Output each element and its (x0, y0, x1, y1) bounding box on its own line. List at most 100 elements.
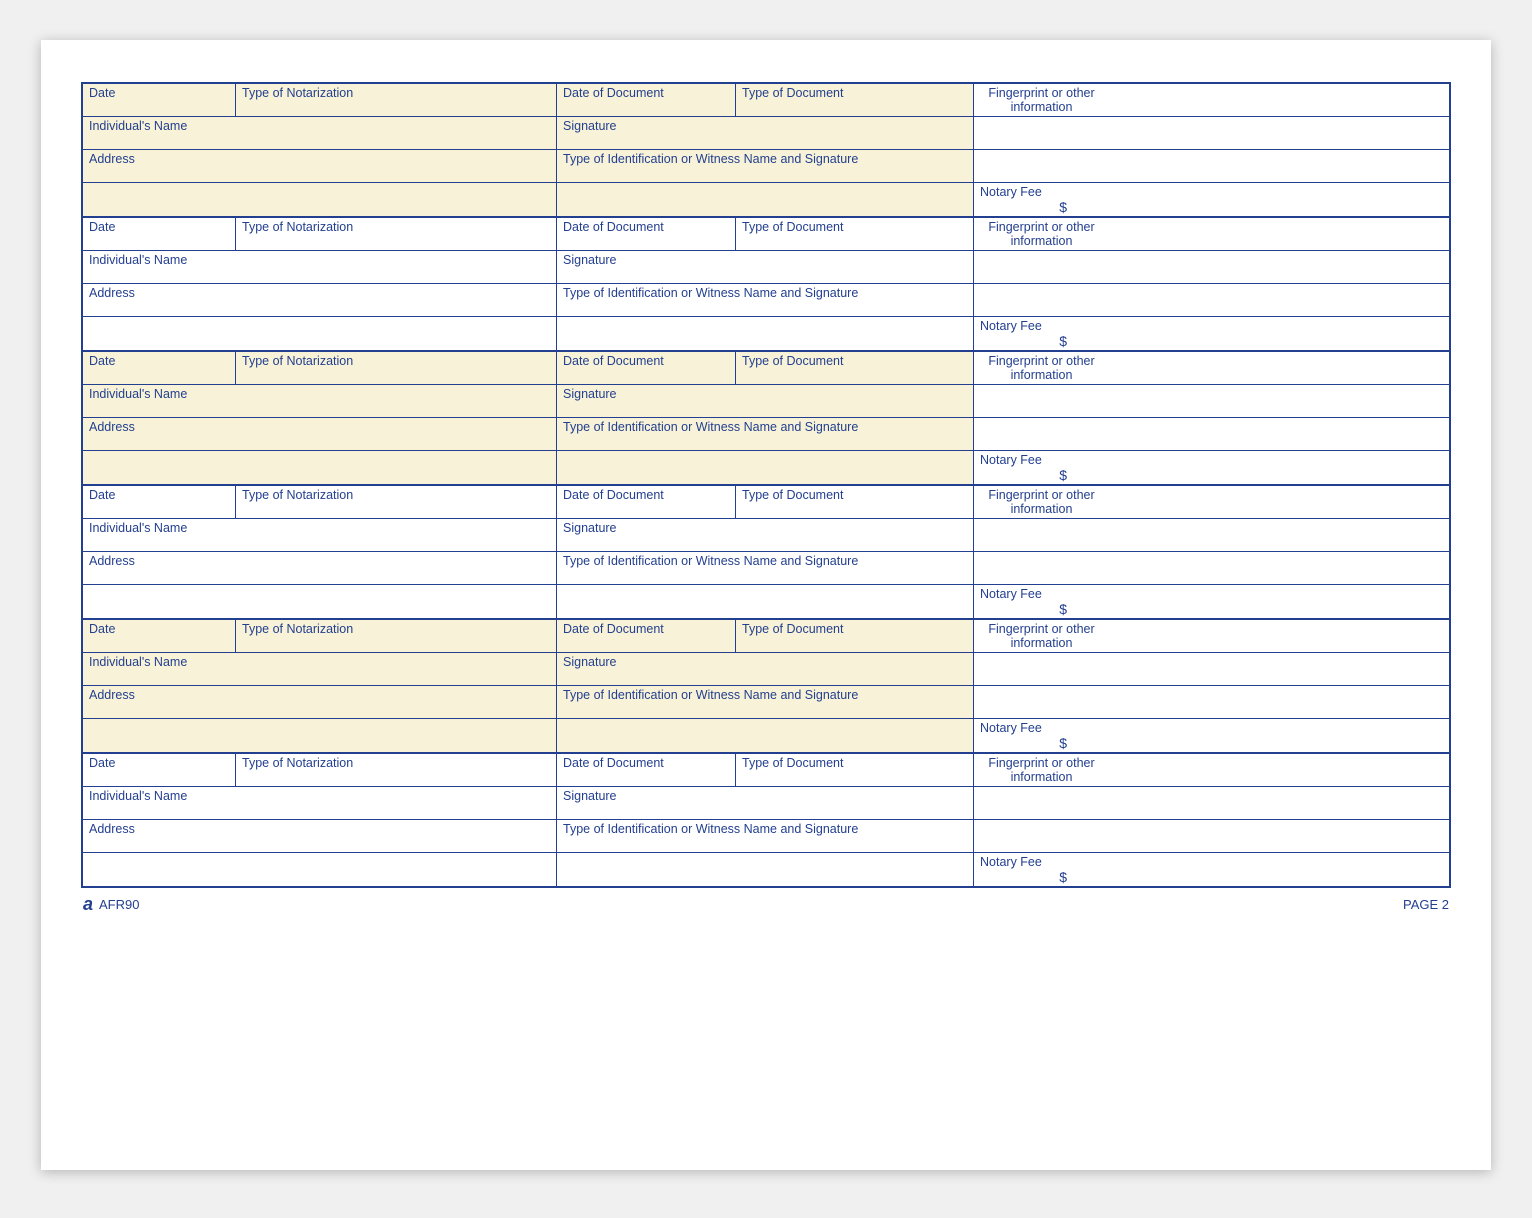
field-identification[interactable]: Type of Identification or Witness Name a… (557, 284, 974, 316)
field-notary-fee[interactable]: Notary Fee $ (974, 183, 1109, 216)
field-identification[interactable]: Type of Identification or Witness Name a… (557, 552, 974, 584)
field-blank-mid[interactable] (557, 719, 974, 752)
field-fingerprint-area-2[interactable] (974, 686, 1109, 718)
field-address[interactable]: Address (83, 418, 557, 450)
dollar-sign-icon: $ (1059, 333, 1067, 349)
field-fingerprint-area-2[interactable] (974, 284, 1109, 316)
brand-logo: a (83, 894, 93, 915)
field-individuals-name[interactable]: Individual's Name (83, 251, 557, 283)
field-fingerprint-area[interactable] (974, 653, 1109, 685)
field-notary-fee[interactable]: Notary Fee $ (974, 719, 1109, 752)
field-date[interactable]: Date (83, 486, 236, 518)
field-signature[interactable]: Signature (557, 251, 974, 283)
field-fingerprint-header: Fingerprint or other information (974, 486, 1109, 518)
form-code: AFR90 (99, 897, 139, 912)
field-type-of-document[interactable]: Type of Document (736, 84, 974, 116)
dollar-sign-icon: $ (1059, 869, 1067, 885)
field-blank-mid[interactable] (557, 317, 974, 350)
field-individuals-name[interactable]: Individual's Name (83, 385, 557, 417)
field-fingerprint-area[interactable] (974, 385, 1109, 417)
field-date-of-document[interactable]: Date of Document (557, 754, 736, 786)
field-blank-mid[interactable] (557, 183, 974, 216)
field-type-of-notarization[interactable]: Type of Notarization (236, 352, 557, 384)
field-address[interactable]: Address (83, 820, 557, 852)
field-date-of-document[interactable]: Date of Document (557, 620, 736, 652)
field-identification[interactable]: Type of Identification or Witness Name a… (557, 418, 974, 450)
field-type-of-document[interactable]: Type of Document (736, 352, 974, 384)
field-individuals-name[interactable]: Individual's Name (83, 653, 557, 685)
field-address[interactable]: Address (83, 284, 557, 316)
field-identification[interactable]: Type of Identification or Witness Name a… (557, 686, 974, 718)
field-signature[interactable]: Signature (557, 787, 974, 819)
notary-record: Date Type of Notarization Date of Docume… (81, 82, 1451, 216)
field-signature[interactable]: Signature (557, 117, 974, 149)
field-blank-mid[interactable] (557, 585, 974, 618)
field-signature[interactable]: Signature (557, 519, 974, 551)
field-blank-left[interactable] (83, 585, 557, 618)
field-address[interactable]: Address (83, 150, 557, 182)
field-type-of-document[interactable]: Type of Document (736, 754, 974, 786)
dollar-sign-icon: $ (1059, 467, 1067, 483)
field-individuals-name[interactable]: Individual's Name (83, 787, 557, 819)
notary-record: Date Type of Notarization Date of Docume… (81, 484, 1451, 618)
dollar-sign-icon: $ (1059, 735, 1067, 751)
field-type-of-notarization[interactable]: Type of Notarization (236, 486, 557, 518)
field-fingerprint-area[interactable] (974, 117, 1109, 149)
field-fingerprint-area-2[interactable] (974, 150, 1109, 182)
page-number: PAGE 2 (1403, 897, 1449, 912)
field-date-of-document[interactable]: Date of Document (557, 84, 736, 116)
field-date[interactable]: Date (83, 352, 236, 384)
notary-record: Date Type of Notarization Date of Docume… (81, 350, 1451, 484)
field-blank-left[interactable] (83, 853, 557, 886)
field-date-of-document[interactable]: Date of Document (557, 218, 736, 250)
field-date[interactable]: Date (83, 84, 236, 116)
field-fingerprint-area-2[interactable] (974, 552, 1109, 584)
dollar-sign-icon: $ (1059, 601, 1067, 617)
field-individuals-name[interactable]: Individual's Name (83, 519, 557, 551)
field-blank-left[interactable] (83, 451, 557, 484)
field-date-of-document[interactable]: Date of Document (557, 486, 736, 518)
field-identification[interactable]: Type of Identification or Witness Name a… (557, 820, 974, 852)
field-date[interactable]: Date (83, 218, 236, 250)
field-blank-left[interactable] (83, 183, 557, 216)
field-fingerprint-area-2[interactable] (974, 418, 1109, 450)
field-date[interactable]: Date (83, 754, 236, 786)
field-signature[interactable]: Signature (557, 385, 974, 417)
field-fingerprint-area[interactable] (974, 787, 1109, 819)
field-fingerprint-header: Fingerprint or other information (974, 84, 1109, 116)
field-fingerprint-area[interactable] (974, 519, 1109, 551)
field-date-of-document[interactable]: Date of Document (557, 352, 736, 384)
field-notary-fee[interactable]: Notary Fee $ (974, 585, 1109, 618)
records-container: Date Type of Notarization Date of Docume… (81, 82, 1451, 888)
field-blank-mid[interactable] (557, 451, 974, 484)
field-address[interactable]: Address (83, 686, 557, 718)
field-fingerprint-area-2[interactable] (974, 820, 1109, 852)
notary-record: Date Type of Notarization Date of Docume… (81, 618, 1451, 752)
field-type-of-document[interactable]: Type of Document (736, 620, 974, 652)
field-blank-left[interactable] (83, 719, 557, 752)
notary-record: Date Type of Notarization Date of Docume… (81, 752, 1451, 888)
field-type-of-notarization[interactable]: Type of Notarization (236, 754, 557, 786)
field-fingerprint-header: Fingerprint or other information (974, 620, 1109, 652)
field-type-of-notarization[interactable]: Type of Notarization (236, 620, 557, 652)
field-type-of-document[interactable]: Type of Document (736, 486, 974, 518)
field-address[interactable]: Address (83, 552, 557, 584)
field-type-of-notarization[interactable]: Type of Notarization (236, 218, 557, 250)
field-notary-fee[interactable]: Notary Fee $ (974, 451, 1109, 484)
field-fingerprint-header: Fingerprint or other information (974, 352, 1109, 384)
footer-left: a AFR90 (83, 894, 139, 915)
field-blank-mid[interactable] (557, 853, 974, 886)
field-notary-fee[interactable]: Notary Fee $ (974, 853, 1109, 886)
field-date[interactable]: Date (83, 620, 236, 652)
field-fingerprint-area[interactable] (974, 251, 1109, 283)
field-notary-fee[interactable]: Notary Fee $ (974, 317, 1109, 350)
field-identification[interactable]: Type of Identification or Witness Name a… (557, 150, 974, 182)
field-signature[interactable]: Signature (557, 653, 974, 685)
field-individuals-name[interactable]: Individual's Name (83, 117, 557, 149)
page-footer: a AFR90 PAGE 2 (81, 888, 1451, 915)
dollar-sign-icon: $ (1059, 199, 1067, 215)
notary-record: Date Type of Notarization Date of Docume… (81, 216, 1451, 350)
field-type-of-notarization[interactable]: Type of Notarization (236, 84, 557, 116)
field-blank-left[interactable] (83, 317, 557, 350)
field-type-of-document[interactable]: Type of Document (736, 218, 974, 250)
